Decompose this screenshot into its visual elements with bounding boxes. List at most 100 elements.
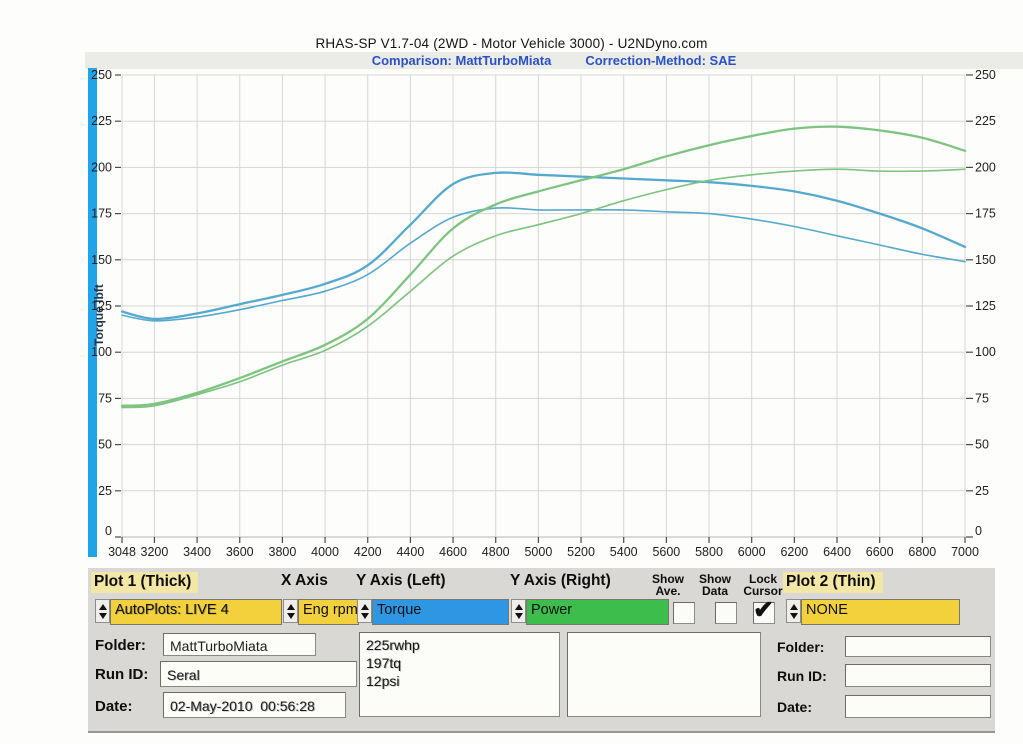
x-tick-label: 3400: [183, 545, 211, 559]
y-tick-label-left: 125: [91, 299, 112, 313]
y-tick-label-left: 100: [91, 345, 112, 359]
y-tick-label-left: 225: [91, 114, 112, 128]
folder-field-2[interactable]: [845, 636, 991, 657]
x-tick-label: 5400: [610, 545, 638, 559]
runid-field-1[interactable]: [160, 661, 357, 687]
plot1-spinner[interactable]: AutoPlots: LIVE 4: [95, 599, 282, 625]
x-tick-label: 3800: [269, 545, 297, 559]
power-run1-thick-curve: [120, 125, 967, 407]
power-run2-thin-curve: [121, 168, 966, 409]
show-data-checkbox[interactable]: [715, 602, 737, 624]
show-ave-header: Show Ave.: [652, 572, 684, 598]
y-left-spinner-arrows[interactable]: [357, 599, 372, 623]
x-tick-label: 5200: [567, 545, 595, 559]
y-axis-right-select[interactable]: Power: [526, 599, 669, 625]
spinner-up-icon[interactable]: [286, 603, 295, 610]
y-tick-label-right: 175: [975, 207, 996, 221]
x-tick-label: 4800: [482, 545, 510, 559]
y-tick-label-right: 50: [975, 438, 989, 452]
x-tick-label: 4000: [311, 545, 339, 559]
spinner-up-icon[interactable]: [360, 603, 369, 610]
plot2-spinner-arrows[interactable]: [786, 599, 801, 623]
folder-label-1: Folder:: [95, 637, 146, 654]
plot2-spinner[interactable]: NONE: [786, 599, 960, 625]
spinner-up-icon[interactable]: [514, 603, 523, 610]
x-tick-label: 6400: [823, 545, 851, 559]
y-tick-label-right: 200: [975, 160, 996, 174]
spinner-down-icon[interactable]: [98, 612, 107, 619]
plot1-header: Plot 1 (Thick): [91, 572, 199, 593]
y-tick-label-right: 25: [975, 484, 989, 498]
axis-tick-labels: 0 0 25 25 50 50 75 75 100 100 125 125 150 150 175 175 20…: [91, 68, 996, 559]
x-axis-spinner[interactable]: Eng rpm: [283, 599, 359, 625]
y-tick-label-right: 225: [975, 114, 996, 128]
plot2-select[interactable]: NONE: [801, 599, 960, 625]
app-title: RHAS-SP V1.7-04 (2WD - Motor Vehicle 300…: [315, 36, 708, 51]
y-axis-left-select[interactable]: Torque: [372, 599, 509, 625]
x-tick-label: 3600: [226, 545, 254, 559]
date-label-2: Date:: [777, 699, 813, 715]
spinner-down-icon[interactable]: [286, 612, 295, 619]
y-tick-label-left: 50: [98, 438, 112, 452]
note-line: 12psi: [366, 673, 400, 689]
axis-ticks: [115, 74, 973, 543]
plot2-header: Plot 2 (Thin): [783, 572, 883, 593]
runid-label-1: Run ID:: [95, 666, 149, 683]
gridlines: [121, 74, 966, 538]
y-tick-label-left: 200: [91, 160, 112, 174]
x-tick-label: 3200: [141, 545, 169, 559]
spinner-down-icon[interactable]: [360, 612, 369, 619]
x-tick-label: 4600: [439, 545, 467, 559]
y-tick-label-right: 150: [975, 253, 996, 267]
spinner-down-icon[interactable]: [514, 612, 523, 619]
date-field-2[interactable]: [845, 695, 991, 718]
y-tick-label-left: 25: [98, 484, 112, 498]
y-right-spinner-arrows[interactable]: [511, 599, 526, 623]
y-tick-label-left: 75: [98, 391, 112, 405]
x-tick-label: 6000: [738, 545, 766, 559]
folder-field-1[interactable]: [163, 633, 316, 656]
spinner-down-icon[interactable]: [789, 612, 798, 619]
y-axis-left-header: Y Axis (Left): [356, 572, 446, 589]
x-tick-label: 7000: [951, 545, 979, 559]
x-tick-label: 4200: [354, 545, 382, 559]
note-line: 225rwhp: [366, 637, 420, 653]
x-tick-label: 6800: [908, 545, 936, 559]
plot2-notes-box[interactable]: [567, 632, 761, 717]
show-ave-checkbox[interactable]: [673, 602, 695, 624]
control-panel: Plot 1 (Thick) X Axis Y Axis (Left) Y Ax…: [88, 568, 995, 733]
spinner-up-icon[interactable]: [98, 603, 107, 610]
y-axis-right-spinner[interactable]: Power: [511, 599, 669, 625]
x-tick-label: 5600: [652, 545, 680, 559]
y-tick-label-left: 150: [91, 253, 112, 267]
y-tick-label-left: 0: [105, 524, 112, 538]
y-tick-label-right: 0: [975, 524, 982, 538]
y-tick-label-right: 75: [975, 391, 989, 405]
x-tick-label: 4400: [396, 545, 424, 559]
x-tick-label: 3048: [108, 545, 136, 559]
lock-cursor-checkbox[interactable]: [753, 595, 775, 625]
lock-cursor-header: Lock Cursor: [743, 572, 783, 598]
y-tick-label-left: 250: [91, 68, 112, 82]
plot1-spinner-arrows[interactable]: [95, 599, 110, 623]
correction-method-label: Correction-Method: SAE: [585, 53, 737, 68]
plot1-select[interactable]: AutoPlots: LIVE 4: [110, 599, 282, 625]
y-axis-right-header: Y Axis (Right): [510, 572, 611, 589]
date-field-1[interactable]: [163, 692, 346, 718]
spinner-up-icon[interactable]: [789, 603, 798, 610]
x-axis-spinner-arrows[interactable]: [283, 599, 298, 623]
x-tick-label: 5800: [695, 545, 723, 559]
folder-label-2: Folder:: [777, 639, 825, 655]
y-tick-label-right: 125: [975, 299, 996, 313]
torque-run2-thin-curve: [121, 206, 966, 322]
x-tick-label: 6200: [780, 545, 808, 559]
run-notes-box[interactable]: 225rwhp 197tq 12psi: [359, 632, 560, 717]
y-tick-label-right: 250: [975, 68, 996, 82]
runid-label-2: Run ID:: [777, 668, 827, 684]
runid-field-2[interactable]: [845, 664, 991, 687]
y-axis-left-spinner[interactable]: Torque: [357, 599, 509, 625]
x-axis-select[interactable]: Eng rpm: [298, 599, 359, 625]
y-tick-label-left: 175: [91, 207, 112, 221]
x-axis-header: X Axis: [281, 572, 328, 589]
